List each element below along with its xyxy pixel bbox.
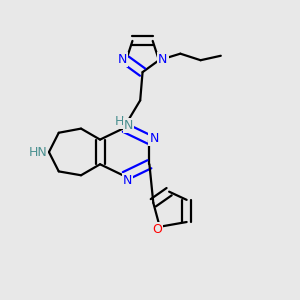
Text: HN: HN bbox=[29, 146, 47, 159]
Text: N: N bbox=[124, 119, 133, 132]
Text: H: H bbox=[115, 115, 124, 128]
Text: N: N bbox=[118, 53, 127, 66]
Text: N: N bbox=[123, 174, 132, 188]
Text: N: N bbox=[149, 132, 159, 145]
Text: O: O bbox=[152, 223, 162, 236]
Text: N: N bbox=[158, 53, 167, 66]
